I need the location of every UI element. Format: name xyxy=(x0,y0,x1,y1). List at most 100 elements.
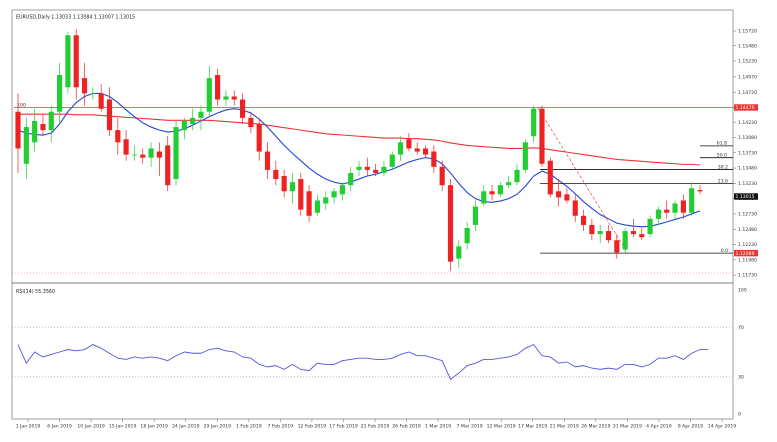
candle-bull xyxy=(356,166,362,170)
candle-bear xyxy=(123,139,129,155)
rsi-line xyxy=(17,344,709,380)
price-tag-label: 1.12089 xyxy=(736,251,755,257)
time-axis-label: 6 Jan 2019 xyxy=(47,424,72,430)
candle-bull xyxy=(456,246,462,259)
price-tag-box xyxy=(734,193,758,200)
candle-bull xyxy=(23,127,29,164)
candle-bull xyxy=(90,93,96,95)
candle-bear xyxy=(630,231,637,235)
fibonacci-level-label: 50.0 xyxy=(717,153,727,159)
candle-bear xyxy=(256,124,262,152)
candle-bear xyxy=(81,78,88,94)
time-axis-label: 21 Feb 2019 xyxy=(361,424,390,430)
candle-bear xyxy=(156,151,162,158)
candle-bull xyxy=(531,108,537,137)
moving-average-blue xyxy=(17,92,701,228)
price-axis[interactable]: 1.15720 1.15480 1.15230 1.14970 1.14720 1.144… xyxy=(733,29,757,279)
candle-bear xyxy=(115,130,121,143)
candle-bear xyxy=(564,194,570,201)
price-axis-label: 1.15720 xyxy=(738,29,757,35)
fibonacci-level-label: 38.2 xyxy=(718,164,728,170)
candle-bull xyxy=(381,166,387,173)
candle-bear xyxy=(306,191,312,216)
candle-bear xyxy=(373,169,379,173)
candle-bull xyxy=(131,154,138,156)
candle-bear xyxy=(140,154,146,158)
candle-bull xyxy=(32,120,38,143)
price-axis-label: 1.13230 xyxy=(738,181,757,187)
candle-bear xyxy=(489,191,495,195)
fibonacci-retracement[interactable]: 100 61.8 50.0 38.2 23.6 0.0 xyxy=(14,102,733,254)
price-axis-label: 1.15480 xyxy=(738,43,757,49)
time-axis-label: 17 Feb 2019 xyxy=(329,424,358,430)
moving-average-red xyxy=(18,113,701,166)
candles xyxy=(15,29,703,271)
rsi-axis-label: 0 xyxy=(738,412,741,418)
price-axis-label: 1.12230 xyxy=(738,242,757,248)
candle-bull xyxy=(206,78,212,112)
price-axis-label: 1.14720 xyxy=(738,90,757,96)
moving-average-red-line xyxy=(18,113,701,166)
time-axis-label: 29 Jan 2019 xyxy=(203,424,231,430)
price-tag-box xyxy=(734,249,758,257)
candle-bear xyxy=(281,176,287,192)
candle-bear xyxy=(664,209,670,213)
time-axis-label: 26 Mar 2019 xyxy=(581,424,610,430)
candle-bear xyxy=(231,96,237,100)
candle-bear xyxy=(447,185,454,262)
candle-bear xyxy=(422,148,429,155)
candle-bull xyxy=(223,96,229,100)
candle-bear xyxy=(547,160,553,195)
rsi-pane: 100 70 30 0 xyxy=(12,288,747,418)
price-axis-label: 1.14230 xyxy=(738,120,757,126)
rsi-axis-label: 100 xyxy=(738,288,747,294)
candle-bear xyxy=(605,231,612,241)
candle-bear xyxy=(239,99,246,118)
candle-bull xyxy=(597,231,603,235)
time-axis-label: 1 Mar 2019 xyxy=(425,424,451,430)
price-axis-label: 1.13730 xyxy=(738,150,757,156)
candle-bull xyxy=(323,197,329,204)
candle-bear xyxy=(215,75,221,100)
candle-bear xyxy=(580,215,587,225)
candle-bear xyxy=(431,151,437,167)
price-axis-label: 1.15230 xyxy=(738,59,757,65)
fibonacci-trend-line xyxy=(537,107,628,254)
candle-bull xyxy=(689,188,695,213)
price-axis-label: 1.13480 xyxy=(738,166,757,172)
candle-bull xyxy=(481,191,487,204)
time-axis-label: 24 Jan 2019 xyxy=(172,424,200,430)
candle-bear xyxy=(414,148,420,152)
time-axis-label: 4 Apr 2019 xyxy=(646,424,672,430)
candle-bull xyxy=(331,191,337,198)
candle-bull xyxy=(339,185,345,195)
candle-bull xyxy=(522,142,528,170)
candle-bull xyxy=(148,148,154,158)
candle-bear xyxy=(614,240,620,253)
fibonacci-level-label: 23.6 xyxy=(718,178,728,184)
candle-bull xyxy=(181,120,187,131)
candle-bear xyxy=(680,200,686,213)
candle-bear xyxy=(439,166,445,186)
price-axis-label: 1.12730 xyxy=(738,212,757,218)
indicator-label: RSI(14) 55.3560 xyxy=(16,289,55,295)
candle-bull xyxy=(57,75,63,112)
candle-bull xyxy=(464,228,470,244)
time-axis[interactable]: 1 Jan 2019 6 Jan 2019 10 Jan 2019 15 Jan 20… xyxy=(16,419,737,430)
price-tag-label: 1.13015 xyxy=(736,194,755,200)
price-axis-label: 1.12480 xyxy=(738,227,757,233)
candle-bull xyxy=(389,154,395,167)
time-axis-label: 21 Mar 2019 xyxy=(550,424,579,430)
candle-bull xyxy=(289,182,296,192)
candle-bear xyxy=(639,234,645,238)
fibonacci-level-label: 100 xyxy=(17,102,26,108)
time-axis-label: 7 Feb 2019 xyxy=(268,424,294,430)
candle-bull xyxy=(198,111,204,118)
candle-bear xyxy=(556,191,562,198)
candle-bear xyxy=(364,166,370,170)
candle-bear xyxy=(273,169,279,180)
candle-bear xyxy=(15,111,21,149)
time-axis-label: 15 Jan 2019 xyxy=(109,424,137,430)
candle-bear xyxy=(165,145,171,186)
